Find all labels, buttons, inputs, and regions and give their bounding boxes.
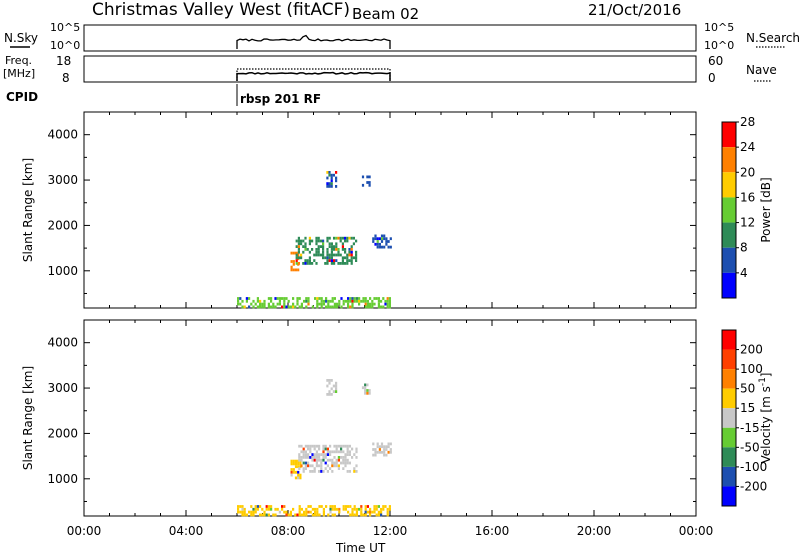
cpid-panel: CPID rbsp 201 RF bbox=[6, 84, 321, 106]
y-tick-label: 3000 bbox=[47, 173, 78, 187]
colorbar-swatch bbox=[722, 427, 736, 448]
time-tick-label: 20:00 bbox=[577, 524, 612, 538]
colorbar-swatch bbox=[722, 408, 736, 428]
colorbar-swatch bbox=[722, 447, 736, 467]
colorbar-swatch bbox=[722, 147, 736, 173]
nave-trace bbox=[236, 68, 391, 81]
heatmap-region bbox=[326, 379, 338, 396]
date-label: 21/Oct/2016 bbox=[588, 1, 681, 19]
heatmap-region bbox=[237, 505, 391, 517]
colorbar-swatch bbox=[722, 122, 736, 148]
colorbar-swatch bbox=[722, 197, 736, 223]
y-tick-label: 4000 bbox=[47, 128, 78, 142]
nsearch-tick-bottom: 10^0 bbox=[704, 39, 734, 52]
y-tick-label: 3000 bbox=[47, 381, 78, 395]
beam-label: Beam 02 bbox=[352, 5, 419, 23]
heatmap-region bbox=[372, 234, 392, 249]
time-tick-label: 16:00 bbox=[475, 524, 510, 538]
cpid-label: CPID bbox=[6, 90, 38, 104]
heatmap-region bbox=[361, 383, 371, 395]
heatmap-region bbox=[372, 442, 392, 457]
colorbar-tick-label: 28 bbox=[740, 115, 755, 129]
heatmap-region bbox=[237, 297, 391, 309]
y-axis-label: Slant Range [km] bbox=[21, 158, 35, 262]
colorbar-tick-label: 200 bbox=[740, 343, 763, 357]
time-axis: 00:00 04:00 08:00 12:00 16:00 20:00 00:00 bbox=[67, 524, 714, 538]
y-tick-label: 2000 bbox=[47, 426, 78, 440]
heatmap-region bbox=[295, 236, 358, 265]
colorbar-tick-label: 100 bbox=[740, 362, 763, 376]
colorbar-swatch bbox=[722, 247, 736, 273]
freq-tick-bottom: 8 bbox=[62, 71, 70, 85]
colorbar-swatch bbox=[722, 369, 736, 389]
heatmap-region bbox=[290, 459, 302, 480]
freq-label-line2: [MHz] bbox=[3, 67, 35, 80]
nsky-label: N.Sky bbox=[4, 31, 38, 45]
freq-label-line1: Freq. bbox=[5, 54, 32, 67]
colorbar-tick-label: -50 bbox=[740, 440, 760, 454]
nave-tick-top: 60 bbox=[708, 54, 723, 68]
freq-panel: Freq. [MHz] 18 8 60 0 Nave bbox=[3, 54, 777, 85]
heatmap-region bbox=[290, 251, 300, 272]
colorbar-label: Power [dB] bbox=[759, 177, 773, 242]
colorbar-tick-label: 20 bbox=[740, 165, 755, 179]
heatmap-region bbox=[361, 175, 371, 187]
colorbar-swatch bbox=[722, 388, 736, 409]
heatmap-region bbox=[298, 444, 358, 473]
colorbar-tick-label: -200 bbox=[740, 479, 767, 493]
colorbar-tick-label: 15 bbox=[740, 401, 755, 415]
colorbar-swatch bbox=[722, 222, 736, 248]
freq-tick-top: 18 bbox=[56, 54, 71, 68]
nsky-trace bbox=[236, 34, 391, 49]
power-colorbar: 4 8 12 16 20 24 28 Power [dB] bbox=[721, 115, 773, 299]
colorbar-tick-label: 12 bbox=[740, 216, 755, 230]
cpid-program: rbsp 201 RF bbox=[240, 92, 321, 106]
colorbar-tick-label: 4 bbox=[740, 266, 748, 280]
colorbar-swatch bbox=[722, 486, 736, 506]
colorbar-tick-label: 24 bbox=[740, 140, 755, 154]
colorbar-swatch bbox=[722, 172, 736, 198]
colorbar-label: Velocity [m s-1] bbox=[758, 373, 773, 464]
time-axis-label: Time UT bbox=[335, 541, 386, 554]
time-tick-label: 00:00 bbox=[679, 524, 714, 538]
colorbar-tick-label: 16 bbox=[740, 190, 755, 204]
colorbar-tick-label: -15 bbox=[740, 421, 760, 435]
nsky-tick-top: 10^5 bbox=[50, 21, 80, 34]
velocity-colorbar: 200 100 50 15 -15 -50 -100 -200 Velocity [m s-1] bbox=[721, 329, 773, 507]
colorbar-swatch bbox=[722, 349, 736, 370]
nsearch-tick-top: 10^5 bbox=[704, 21, 734, 34]
time-tick-label: 12:00 bbox=[373, 524, 408, 538]
velocity-panel: 1000 2000 3000 4000 Slant Range [km] bbox=[21, 319, 697, 517]
time-tick-label: 04:00 bbox=[169, 524, 204, 538]
y-tick-label: 1000 bbox=[47, 472, 78, 486]
nsky-tick-bottom: 10^0 bbox=[50, 39, 80, 52]
heatmap-frame bbox=[83, 319, 697, 517]
colorbar-swatch bbox=[722, 466, 736, 487]
y-tick-label: 4000 bbox=[47, 336, 78, 350]
figure-title: Christmas Valley West (fitACF) bbox=[92, 0, 350, 20]
nsky-panel: N.Sky 10^5 10^0 10^5 10^0 N.Search bbox=[4, 21, 800, 52]
colorbar-swatch bbox=[722, 272, 736, 298]
nave-label: Nave bbox=[746, 63, 777, 77]
colorbar-swatch bbox=[722, 330, 736, 350]
colorbar-tick-label: 8 bbox=[740, 241, 748, 255]
freq-trace bbox=[236, 71, 391, 81]
y-tick-label: 1000 bbox=[47, 264, 78, 278]
heatmap-region bbox=[326, 171, 338, 188]
power-panel: 1000 2000 3000 4000 Slant Range [km] bbox=[21, 111, 697, 309]
nsearch-label: N.Search bbox=[746, 31, 800, 45]
time-tick-label: 08:00 bbox=[271, 524, 306, 538]
y-tick-label: 2000 bbox=[47, 218, 78, 232]
y-axis-label: Slant Range [km] bbox=[21, 366, 35, 470]
time-tick-label: 00:00 bbox=[67, 524, 102, 538]
nave-tick-bottom: 0 bbox=[708, 71, 716, 85]
heatmap-frame bbox=[83, 111, 697, 309]
colorbar-tick-label: -100 bbox=[740, 460, 767, 474]
colorbar-tick-label: 50 bbox=[740, 382, 755, 396]
